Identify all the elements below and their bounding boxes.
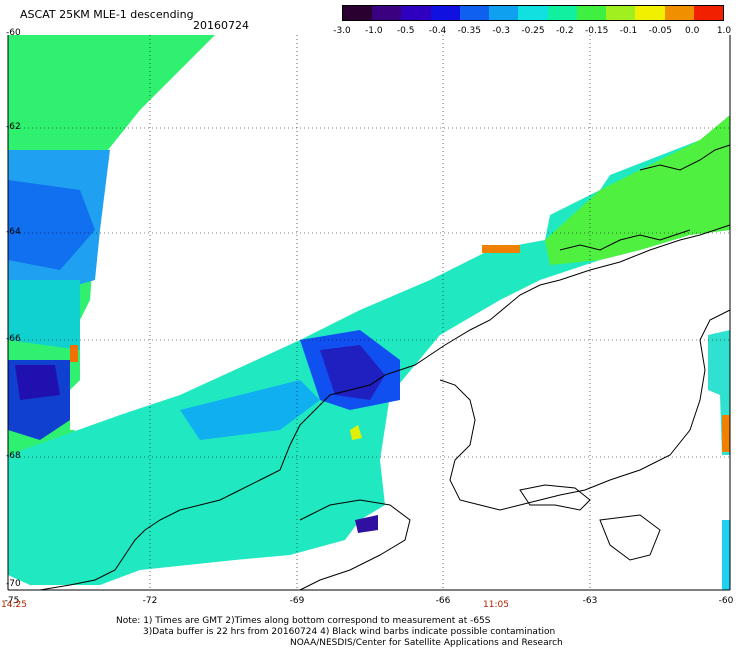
swath-main-green	[545, 115, 730, 265]
swath-right-bottom	[722, 520, 730, 590]
colorbar-tick-label: -3.0	[333, 26, 351, 36]
longitude-tick-label: -75	[4, 596, 20, 606]
longitude-tick-label: -69	[289, 596, 305, 606]
colorbar-tick-label: -1.0	[365, 26, 383, 36]
latitude-tick-label: -68	[6, 451, 21, 461]
swath-left-blue-2	[8, 180, 95, 270]
colorbar-tick-label: -0.35	[457, 26, 481, 36]
colorbar	[342, 5, 724, 21]
time-label-mid: 11:05	[483, 600, 509, 610]
swath-left-upper	[8, 35, 215, 460]
swath-main-lightblue	[180, 380, 320, 440]
colorbar-swatch	[576, 6, 607, 20]
colorbar-tick-label: -0.05	[648, 26, 672, 36]
swath-main-navy	[320, 345, 385, 400]
latitude-tick-label: -60	[6, 28, 21, 38]
note-line-1: Note: 1) Times are GMT 2)Times along bot…	[116, 616, 491, 626]
colorbar-tick-label: -0.5	[396, 26, 415, 36]
colorbar-tick-label: -0.2	[556, 26, 574, 36]
graticule	[8, 35, 730, 590]
colorbar-swatch	[693, 6, 724, 20]
latitude-tick-label: -66	[6, 334, 21, 344]
colorbar-tick-label: 0.0	[684, 26, 700, 36]
note-line-3: NOAA/NESDIS/Center for Satellite Applica…	[290, 638, 563, 648]
colorbar-tick-label: -0.15	[585, 26, 609, 36]
colorbar-swatch	[489, 6, 519, 20]
coast-peninsula	[8, 224, 731, 591]
longitude-tick-label: -72	[142, 596, 158, 606]
colorbar-tick-label: 1.0	[716, 26, 732, 36]
swath-orange-patch	[482, 245, 520, 253]
coast-interior	[439, 309, 731, 511]
coast-island-2	[599, 514, 661, 561]
colorbar-tick-label: -0.3	[492, 26, 510, 36]
chart-title: ASCAT 25KM MLE-1 descending	[20, 8, 194, 21]
longitude-tick-label: -63	[582, 596, 598, 606]
colorbar-swatch	[664, 6, 694, 20]
coast-island	[519, 484, 591, 511]
map-frame	[7, 35, 731, 591]
latitude-tick-label: -70	[6, 579, 21, 589]
latitude-tick-label: -62	[6, 122, 21, 132]
chart-date: 20160724	[193, 19, 249, 32]
swath-left-navy	[15, 365, 60, 400]
swath-left-cyan	[8, 280, 80, 350]
swath-orange-small	[70, 345, 78, 362]
colorbar-tick-label: -0.25	[521, 26, 545, 36]
coast-east	[639, 144, 731, 171]
latitude-tick-label: -64	[6, 227, 21, 237]
coast-south	[299, 499, 411, 591]
colorbar-swatch	[459, 6, 490, 20]
colorbar-swatch	[606, 6, 636, 20]
longitude-tick-label: -66	[435, 596, 451, 606]
colorbar-swatch	[518, 6, 548, 20]
time-label-left: 14:25	[1, 600, 27, 610]
colorbar-tick-label: -0.1	[619, 26, 638, 36]
swath-right-orange	[722, 415, 730, 452]
note-line-2: 3)Data buffer is 22 hrs from 20160724 4)…	[143, 627, 556, 637]
swath-yellow-patch	[350, 425, 362, 440]
colorbar-swatch	[401, 6, 431, 20]
colorbar-swatch	[635, 6, 665, 20]
coastlines	[8, 144, 731, 591]
colorbar-swatch	[372, 6, 402, 20]
swath-data	[8, 35, 730, 590]
colorbar-swatch	[547, 6, 577, 20]
longitude-tick-label: -60	[718, 596, 734, 606]
colorbar-tick-label: -0.4	[428, 26, 447, 36]
swath-purple-patch	[355, 515, 378, 533]
coast-north-islands	[559, 229, 691, 251]
colorbar-swatch	[430, 6, 460, 20]
colorbar-swatch	[343, 6, 373, 20]
